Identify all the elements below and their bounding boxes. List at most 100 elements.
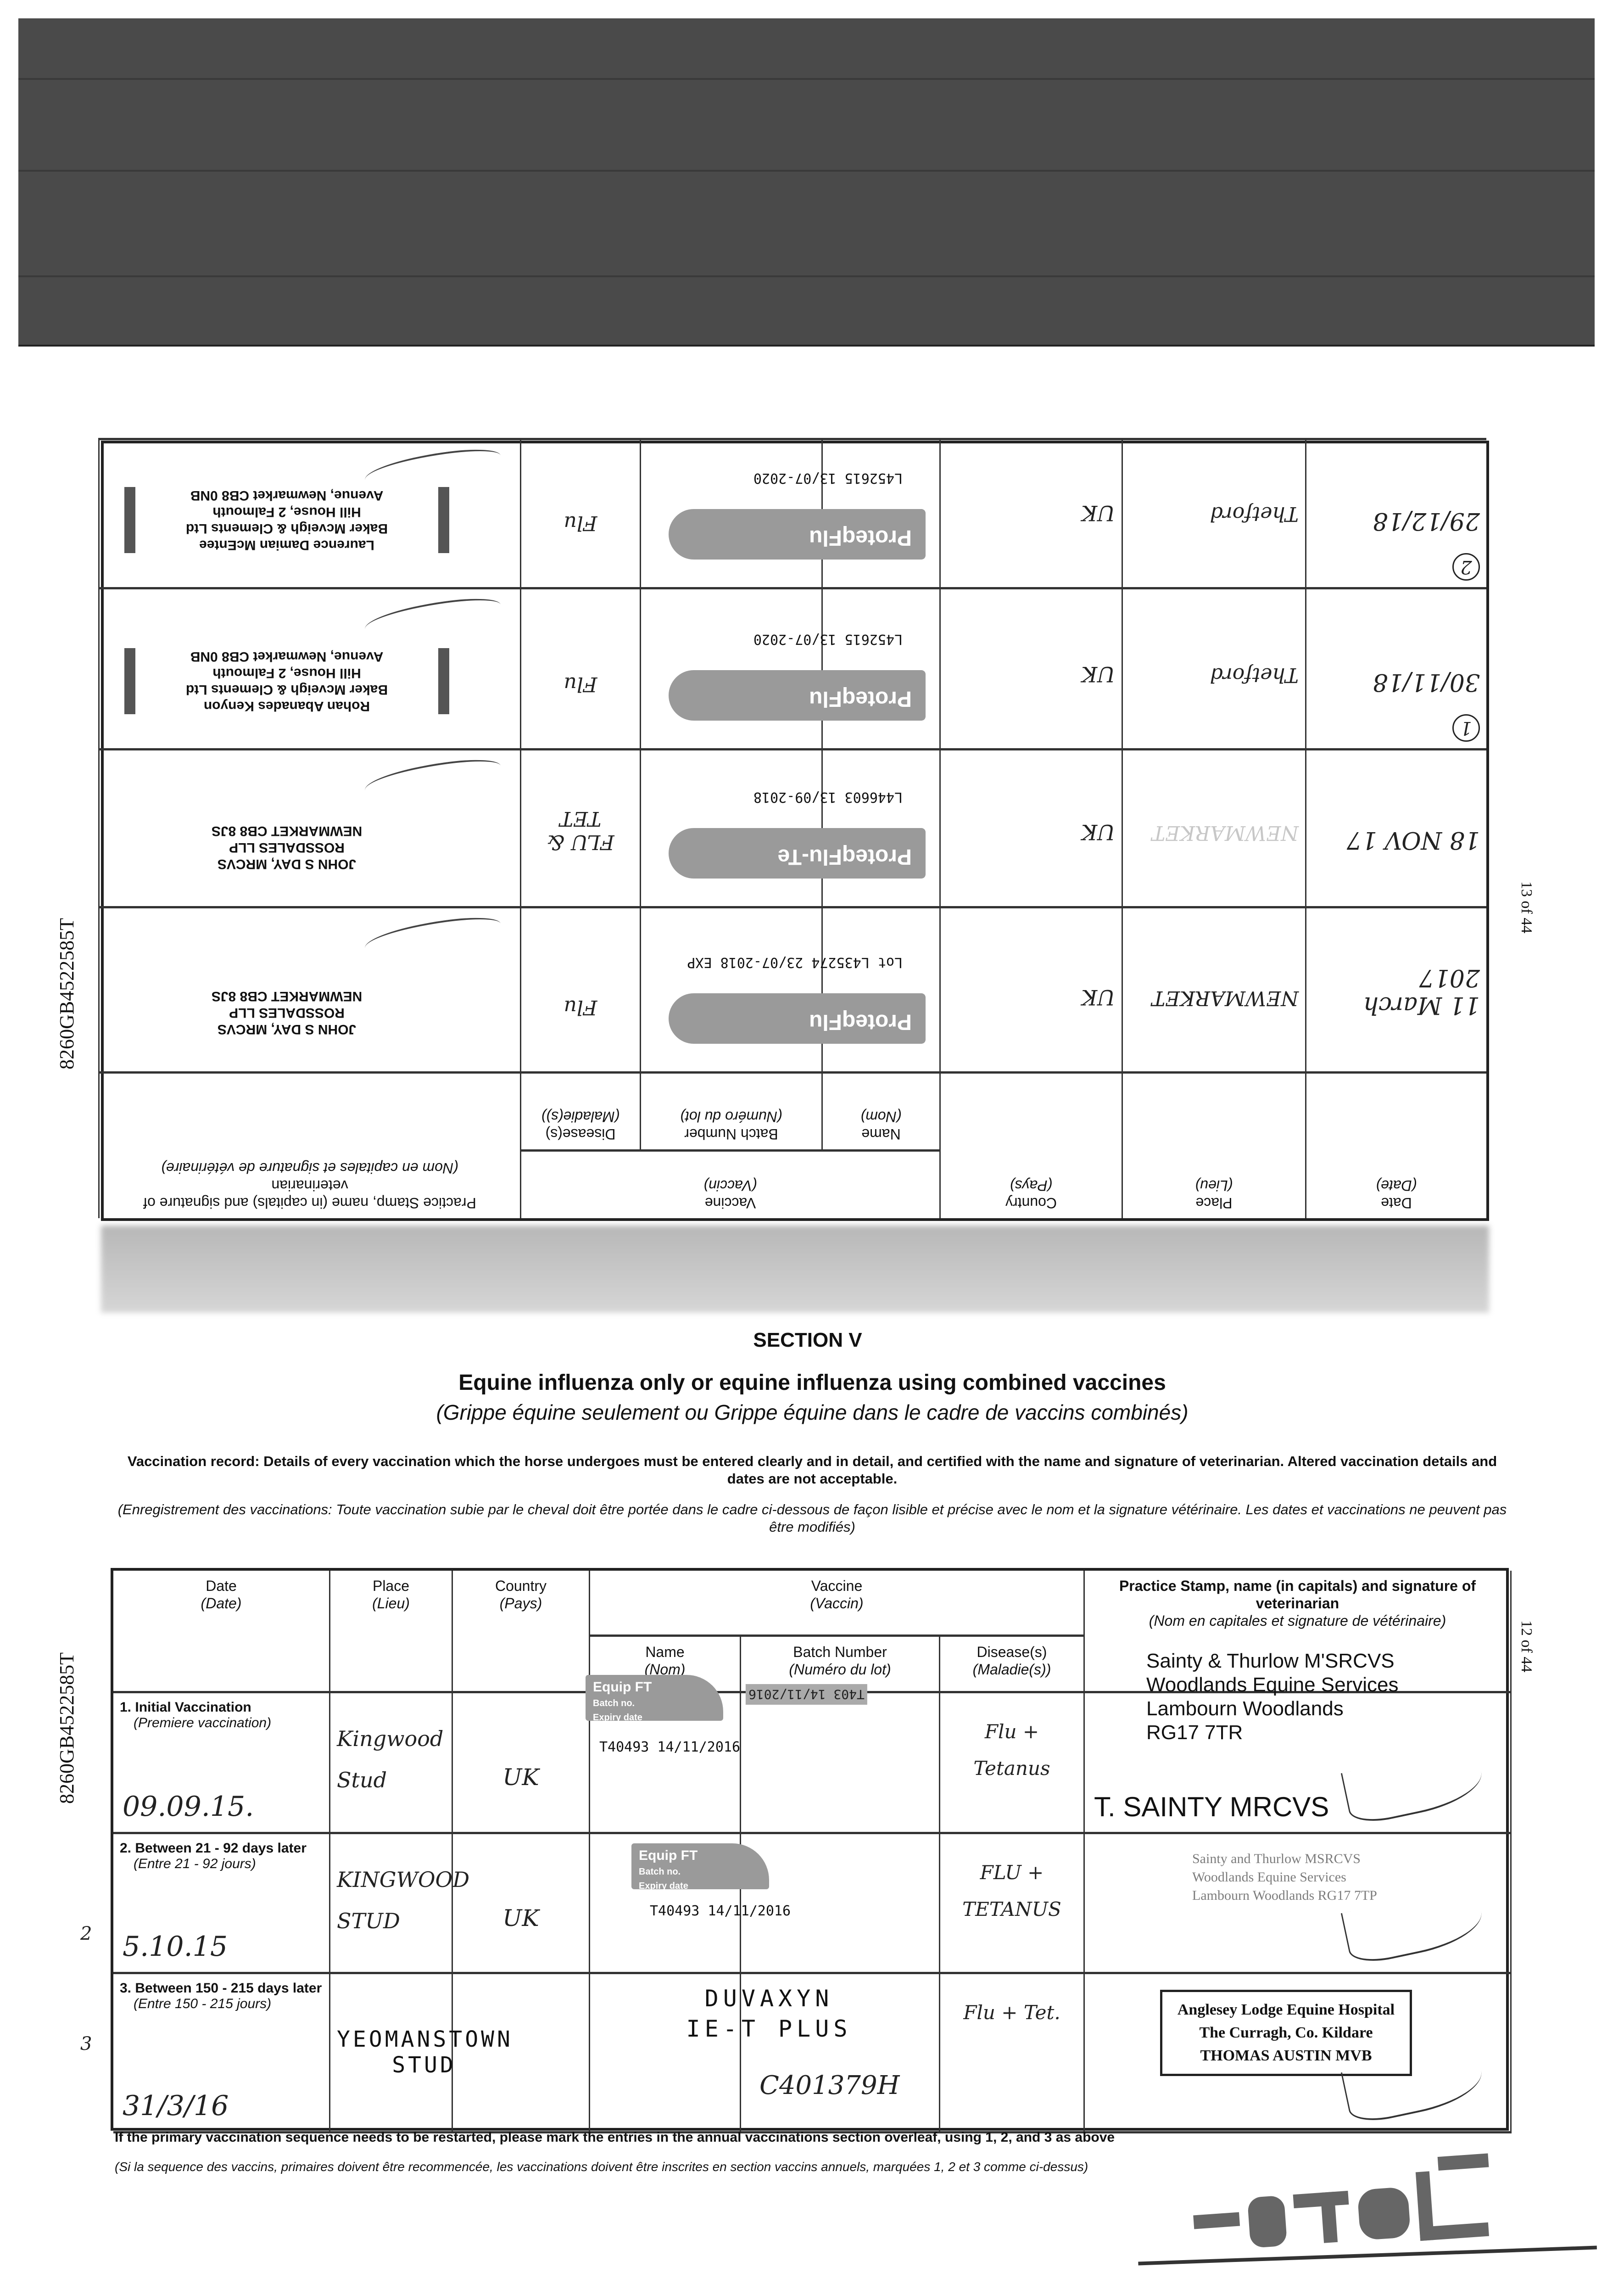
interval-text: 3. Between 150 - 215 days later <box>120 1981 322 1996</box>
stamp-line: JOHN S DAY, MRCVS <box>217 1022 357 1037</box>
logo-stamp <box>1138 2153 1597 2266</box>
header-batch: Batch Number (Numéro du lot) <box>640 1071 821 1149</box>
cell-vaccine-name: ProteqFlu Lot L435274 23/07-2018 EXP <box>669 906 939 1071</box>
sticker-expiry-label: Expiry date <box>639 1881 688 1891</box>
cell-disease: Flu <box>520 438 640 587</box>
cell-place: NEWMARKET <box>1122 748 1305 906</box>
country-value: UK <box>1081 985 1115 1010</box>
cell-place: Thetford <box>1122 587 1305 748</box>
header-vaccine: Vaccine (Vaccin) <box>520 1149 939 1218</box>
header-place: Place (Lieu) <box>330 1571 453 1693</box>
blurred-header-band <box>101 1226 1489 1313</box>
stamp-line: RG17 7TR <box>1146 1721 1243 1744</box>
disease-value: Flu + Tetanus <box>973 1720 1050 1780</box>
stamp-line: Hill House, 2 Falmouth <box>212 504 361 520</box>
cell-date: 2 29/12/18 <box>1305 438 1486 587</box>
vet-signature <box>363 912 503 959</box>
stamp-line: Lambourn Woodlands <box>1146 1697 1344 1720</box>
stamp-line: Anglesey Lodge Equine Hospital <box>1177 2001 1395 2018</box>
cell-disease: Flu + Tetanus <box>940 1693 1085 1834</box>
primary-vaccination-table: Date (Date) Place (Lieu) Country (Pays) Vac… <box>111 1568 1512 2133</box>
passport-id-lower: 8260GB4522585T <box>56 1652 78 1804</box>
batch-value: L452615 13/07-2020 <box>753 470 903 486</box>
circled-mark: 2 <box>1452 553 1480 581</box>
header-disease: Disease(s) (Maladie(s)) <box>940 1637 1085 1693</box>
cell-batch: C401379H <box>741 1974 940 2133</box>
cell-vaccine-name: ProteqFlu L452615 13/07-2020 <box>669 587 939 748</box>
cell-disease: Flu <box>520 587 640 748</box>
date-value: 31/3/16 <box>123 2090 229 2122</box>
place-value: NEWMARKET <box>1151 986 1299 1010</box>
cell-place: KINGWOOD STUD <box>330 1834 469 1974</box>
disease-value: FLU + TETANUS <box>962 1861 1061 1920</box>
vaccine-sticker: Equip FT Batch no. Expiry date <box>586 1675 723 1723</box>
cell-stamp: Sainty & Thurlow M'SRCVS Woodlands Equine… <box>1085 1650 1512 1834</box>
sticker-batch-label: Batch no. <box>639 1867 681 1877</box>
section-title-fr: (Grippe équine seulement ou Grippe équin… <box>436 1400 1189 1424</box>
vet-name: T. SAINTY MRCVS <box>1094 1791 1329 1822</box>
cell-stamp: Sainty and Thurlow MSRCVS Woodlands Equin… <box>1085 1834 1512 1974</box>
cell-place: Kingwood Stud <box>330 1693 453 1834</box>
interval-text-fr: (Premiere vaccination) <box>134 1715 272 1730</box>
disease-value: Flu <box>564 996 597 1019</box>
cell-vaccine-name: Equip FT Batch no. Expiry date T40493 14/11… <box>590 1834 791 1974</box>
interval-text-fr: (Entre 150 - 215 jours) <box>134 1996 272 2011</box>
batch-value: C401379H <box>759 2071 900 2100</box>
cell-disease: Flu + Tet. <box>940 1974 1085 2133</box>
sticker-name: Equip FT <box>639 1848 698 1863</box>
cell-country: UK <box>453 1693 590 1834</box>
country-value: UK <box>502 1905 539 1931</box>
stamp-line: NEWMARKET CB8 8JS <box>211 823 363 839</box>
stamp-line: ROSSDALES LLP <box>229 840 345 855</box>
instruction: Vaccination record: Details of every vac… <box>127 1453 1497 1487</box>
stamp-line: Avenue, Newmarket CB8 0NB <box>190 649 384 664</box>
cell-date: 3. Between 150 - 215 days later (Entre 15… <box>113 1974 330 2133</box>
cell-place: Thetford <box>1122 438 1305 587</box>
sticker-name: Equip FT <box>593 1679 652 1695</box>
vaccine-sticker: ProteqFlu-Te <box>669 828 926 879</box>
cell-disease: FLU & TET <box>520 748 640 906</box>
interval-label: 2. Between 21 - 92 days later (Entre 21 -… <box>120 1841 323 1872</box>
passport-id-upper: 8260GB4522585T <box>56 918 78 1069</box>
stamp-line: The Curragh, Co. Kildare <box>1199 2024 1373 2041</box>
cell-place: YEOMANSTOWN STUD <box>330 1974 510 2133</box>
sticker-batch-label: Batch no. <box>593 1698 635 1708</box>
cell-date: 1. Initial Vaccination (Premiere vaccinat… <box>113 1693 330 1834</box>
section-heading: SECTION V <box>753 1329 862 1351</box>
cell-batch: T403 14/11/2016 <box>741 1684 940 1834</box>
vaccine-name: ProteqFlu-Te <box>777 845 912 869</box>
disease-value: Flu <box>564 672 597 696</box>
header-country: Country (Pays) <box>939 1071 1122 1218</box>
batch-value: T40493 14/11/2016 <box>599 1739 741 1755</box>
section-title: Equine influenza only or equine influenz… <box>458 1371 1166 1395</box>
country-value: UK <box>1081 662 1115 687</box>
cell-batch <box>640 748 821 906</box>
cell-stamp: JOHN S DAY, MRCVS ROSSDALES LLP NEWMARKET … <box>98 748 520 906</box>
cell-batch <box>741 1834 940 1974</box>
practice-stamp: JOHN S DAY, MRCVS ROSSDALES LLP NEWMARKET … <box>124 988 449 1037</box>
instruction-fr: (Enregistrement des vaccinations: Toute … <box>117 1501 1507 1535</box>
stamp-line: NEWMARKET CB8 8JS <box>211 989 363 1004</box>
header-disease: Disease(s) (Maladie(s)) <box>520 1071 640 1149</box>
date-value: 30/11/18 <box>1373 668 1480 696</box>
stamp-line: Woodlands Equine Services <box>1146 1674 1399 1696</box>
date-value: 11 March 2017 <box>1363 964 1480 1019</box>
practice-stamp: Anglesey Lodge Equine Hospital The Currag… <box>1160 1990 1412 2076</box>
stamp-line: Baker Mcveigh & Clements Ltd <box>185 682 388 697</box>
vaccine-sticker: ProteqFlu <box>669 509 926 560</box>
margin-number-3: 3 <box>80 2033 92 2054</box>
disease-value: Flu <box>564 511 597 535</box>
batch-value: T40493 14/11/2016 <box>650 1903 791 1919</box>
header-name: Name (Nom) <box>821 1071 939 1149</box>
stamp-line: Hill House, 2 Falmouth <box>212 666 361 681</box>
vaccine-sticker: Equip FT Batch no. Expiry date <box>631 1843 769 1891</box>
date-value: 5.10.15 <box>123 1931 228 1963</box>
page-number-upper: 13 of 44 <box>1518 881 1535 934</box>
practice-stamp: Laurence Damian McEntee Baker Mcveigh & C… <box>124 487 449 553</box>
header-vaccine: Vaccine (Vaccin) <box>590 1571 1085 1637</box>
cell-disease: FLU + TETANUS <box>940 1834 1085 1974</box>
country-value: UK <box>502 1764 539 1791</box>
place-value: Thetford <box>1210 502 1299 526</box>
cell-vaccine-name: ProteqFlu L452615 13/07-2020 <box>669 438 939 587</box>
stamp-line: Laurence Damian McEntee <box>199 537 374 553</box>
